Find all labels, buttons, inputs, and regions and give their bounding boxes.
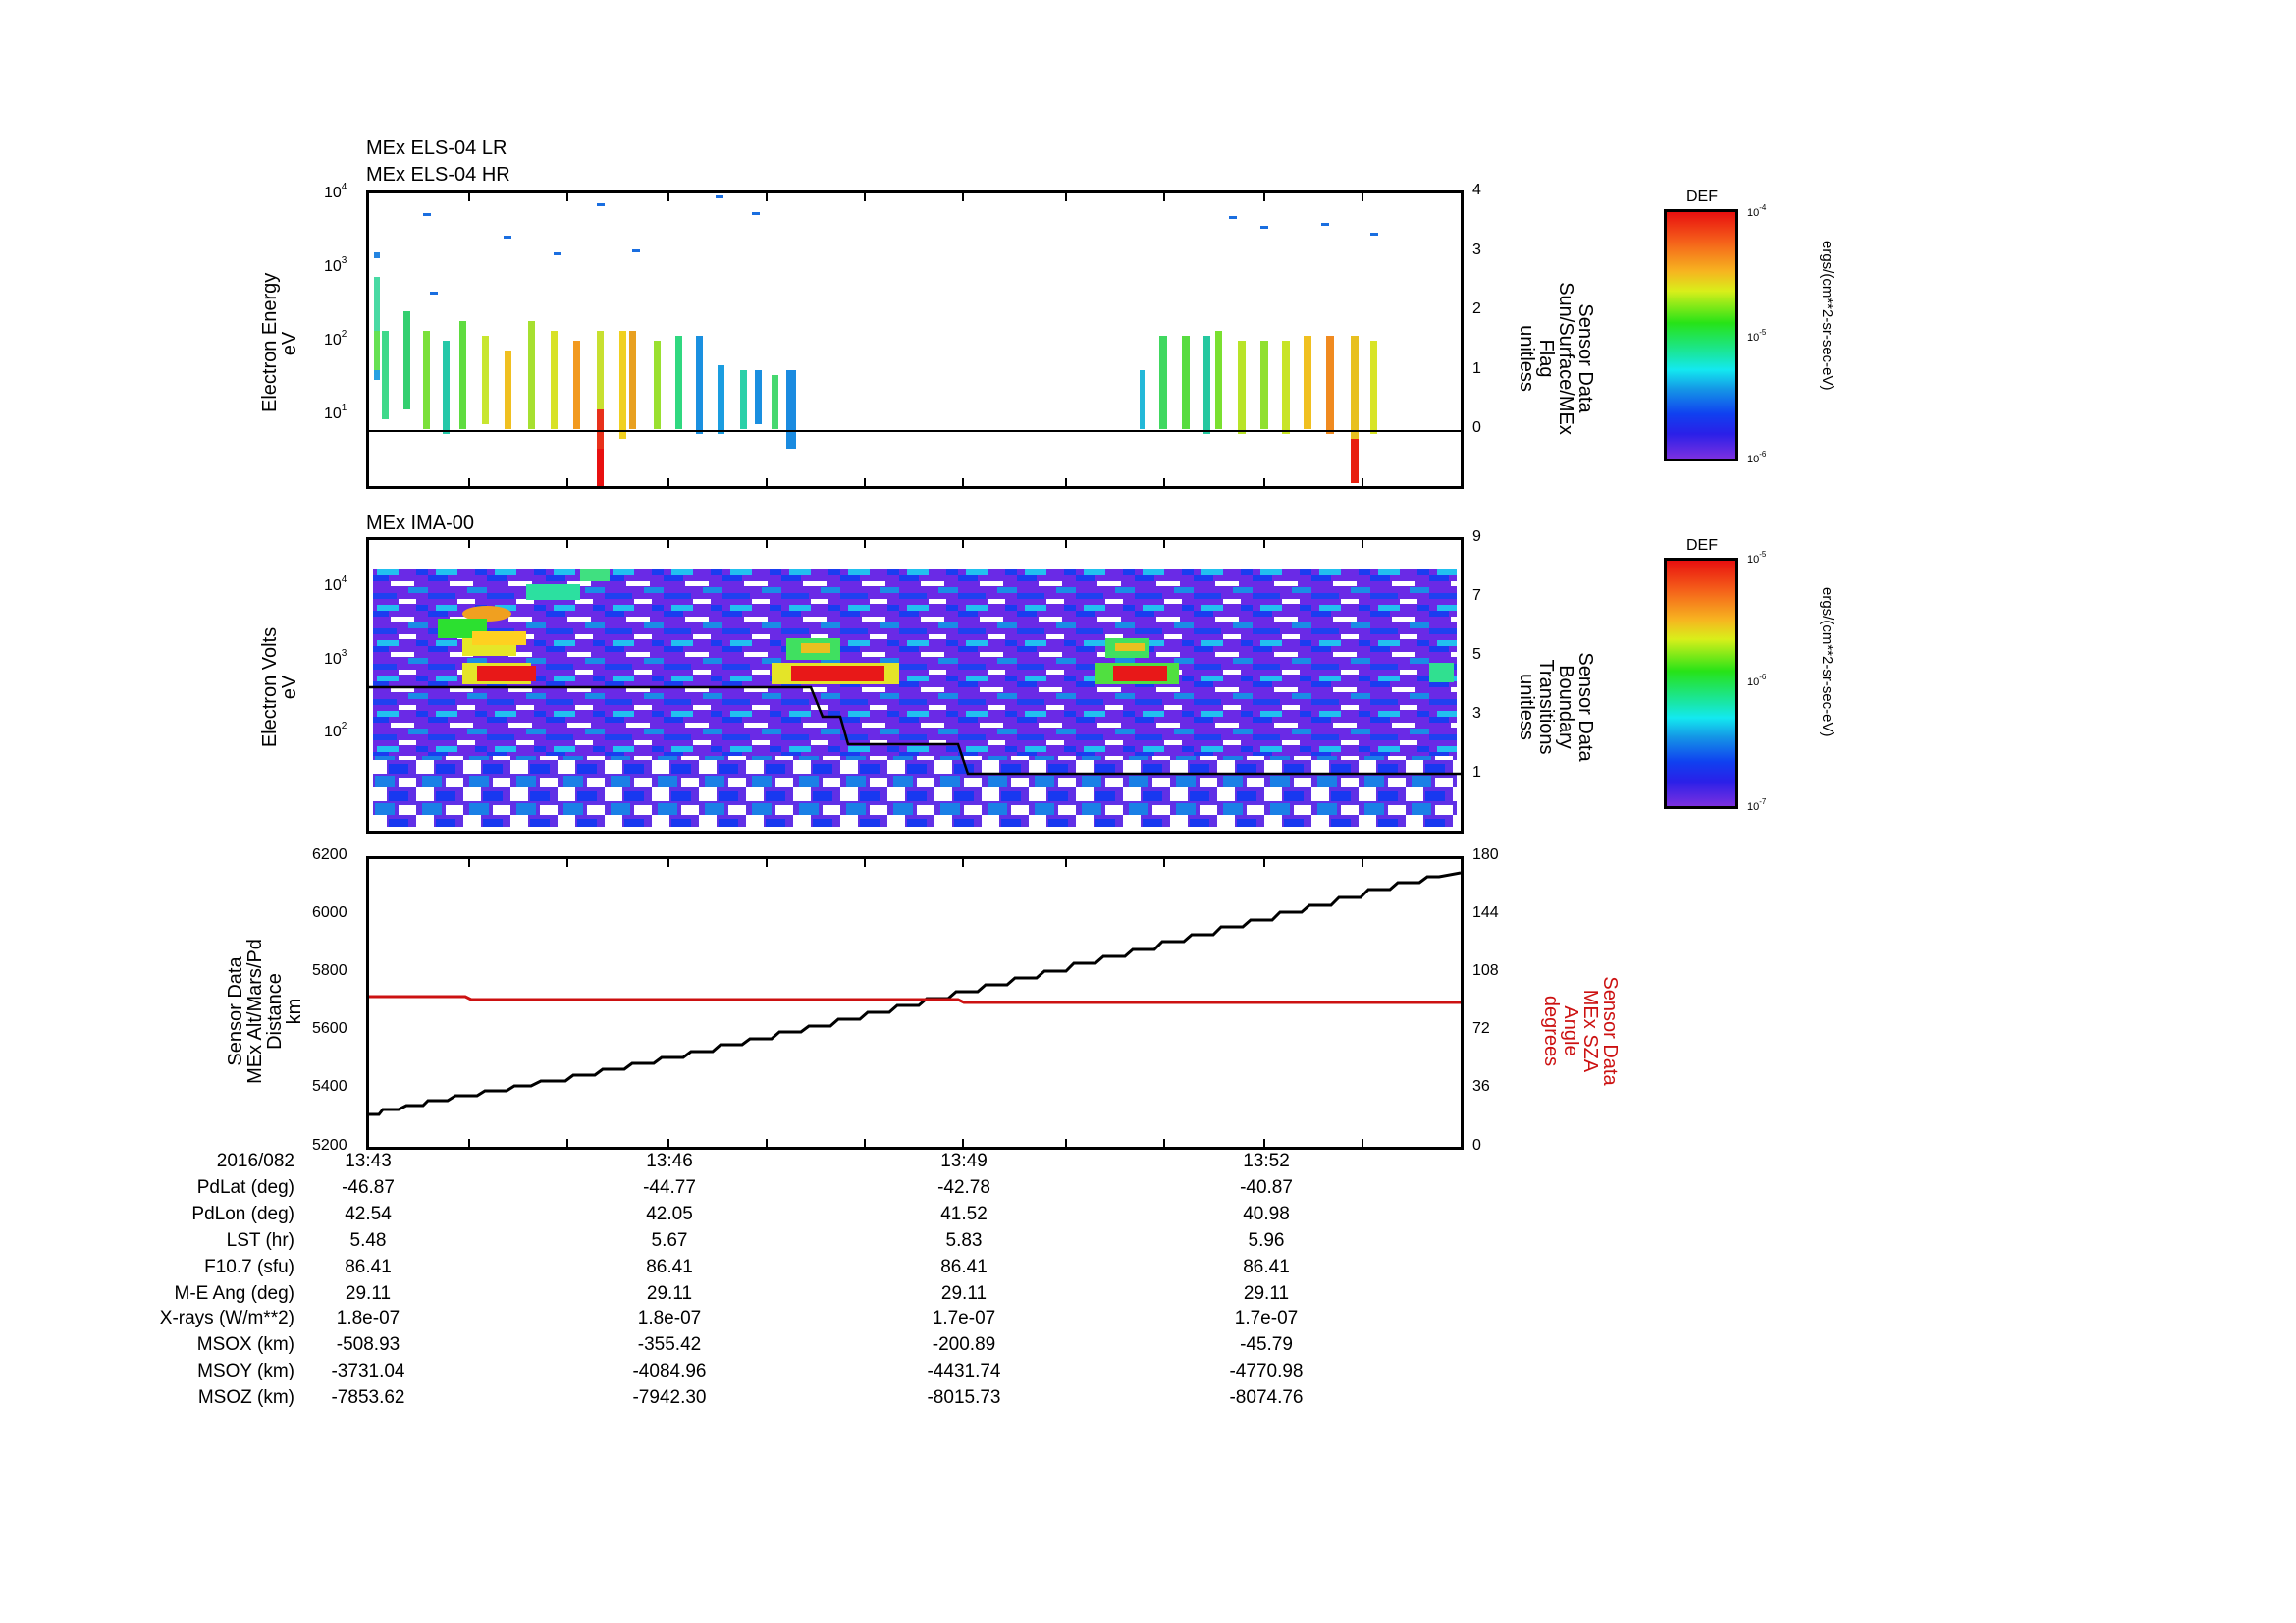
els-ytick-1e2: 102 bbox=[324, 329, 347, 349]
els-sparse-points bbox=[423, 195, 1378, 295]
ima-y2tick-5: 5 bbox=[1472, 646, 1481, 663]
ephemeris-table: 2016/082 13:43 13:46 13:49 13:52 PdLat (… bbox=[0, 1151, 1472, 1426]
els-ytick-1e4: 104 bbox=[324, 182, 347, 201]
els-y-label-line2: eV bbox=[279, 331, 300, 356]
els-y2tick-3: 3 bbox=[1472, 242, 1481, 258]
ima-y2tick-1: 1 bbox=[1472, 764, 1481, 781]
els-y2-axis-label: Sensor Data Sun/Surface/MEx Flag unitless bbox=[1516, 282, 1596, 435]
orbit-y2tick-0: 0 bbox=[1472, 1137, 1481, 1154]
time-label-2: 13:49 bbox=[940, 1151, 988, 1171]
orbit-line-plot bbox=[366, 856, 1464, 1150]
orbit-y2tick-180: 180 bbox=[1472, 846, 1499, 863]
orbit-y2-axis-label: Sensor Data MEx SZA Angle degrees bbox=[1540, 976, 1621, 1086]
orbit-y-axis-label: Sensor Data MEx Alt/Mars/Pd Distance km bbox=[225, 939, 305, 1084]
ima-y2-axis-label: Sensor Data Boundary Transitions unitless bbox=[1516, 652, 1596, 762]
ima-spectrogram-plot bbox=[366, 537, 1464, 834]
els-title-hr: MEx ELS-04 HR bbox=[366, 164, 510, 186]
ima-ytick-1e3: 103 bbox=[324, 648, 347, 668]
ima-colorbar-mid: 10-6 bbox=[1747, 673, 1767, 688]
els-spectrogram-data bbox=[369, 193, 1461, 486]
sza-line bbox=[369, 995, 1461, 1004]
ima-colorbar-title: DEF bbox=[1686, 537, 1718, 554]
els-colorbar bbox=[1664, 209, 1738, 461]
orbit-ytick-6200: 6200 bbox=[312, 846, 347, 863]
time-label-3: 13:52 bbox=[1243, 1151, 1290, 1171]
orbit-ytick-6000: 6000 bbox=[312, 904, 347, 921]
els-colorbar-max: 10-4 bbox=[1747, 203, 1767, 219]
orbit-line-data bbox=[369, 859, 1461, 1147]
els-data-columns bbox=[374, 252, 380, 380]
els-y2tick-4: 4 bbox=[1472, 182, 1481, 198]
ephemeris-date: 2016/082 bbox=[216, 1151, 294, 1171]
ima-ytick-1e4: 104 bbox=[324, 574, 347, 594]
ima-ytick-1e2: 102 bbox=[324, 721, 347, 740]
els-colorbar-title: DEF bbox=[1686, 189, 1718, 205]
orbit-y2tick-108: 108 bbox=[1472, 962, 1499, 979]
ima-colorbar-unit: ergs/(cm**2-sr-sec-eV) bbox=[1819, 587, 1836, 737]
ima-spectrogram-data bbox=[369, 540, 1461, 827]
orbit-ytick-5600: 5600 bbox=[312, 1020, 347, 1037]
altitude-line bbox=[369, 871, 1461, 1116]
ima-y2tick-3: 3 bbox=[1472, 705, 1481, 722]
ephemeris-time-row: 2016/082 13:43 13:46 13:49 13:52 bbox=[0, 1151, 1472, 1176]
orbit-y2tick-144: 144 bbox=[1472, 904, 1499, 921]
orbit-ytick-5400: 5400 bbox=[312, 1078, 347, 1095]
ima-y2tick-7: 7 bbox=[1472, 587, 1481, 604]
ima-y-axis-label: Electron Volts eV bbox=[259, 626, 300, 748]
time-label-1: 13:46 bbox=[646, 1151, 693, 1171]
time-label-0: 13:43 bbox=[345, 1151, 392, 1171]
orbit-y2tick-36: 36 bbox=[1472, 1078, 1490, 1095]
ima-y2tick-9: 9 bbox=[1472, 528, 1481, 545]
els-y2tick-1: 1 bbox=[1472, 360, 1481, 377]
els-ytick-1e3: 103 bbox=[324, 255, 347, 275]
orbit-ytick-5200: 5200 bbox=[312, 1137, 347, 1154]
ima-intense-patches bbox=[438, 569, 1454, 684]
els-colorbar-mid: 10-5 bbox=[1747, 328, 1767, 344]
orbit-ytick-5800: 5800 bbox=[312, 962, 347, 979]
els-colorbar-min: 10-6 bbox=[1747, 450, 1767, 465]
els-ytick-1e1: 101 bbox=[324, 403, 347, 422]
els-title-lr: MEx ELS-04 LR bbox=[366, 137, 507, 159]
ima-title: MEx IMA-00 bbox=[366, 513, 475, 534]
ima-colorbar-min: 10-7 bbox=[1747, 797, 1767, 813]
els-y-label-line1: Electron Energy bbox=[259, 272, 281, 412]
ima-colorbar bbox=[1664, 558, 1738, 809]
ima-boundary-line bbox=[369, 685, 1461, 776]
ima-colorbar-max: 10-5 bbox=[1747, 550, 1767, 566]
els-y2tick-0: 0 bbox=[1472, 419, 1481, 436]
orbit-y2tick-72: 72 bbox=[1472, 1020, 1490, 1037]
els-spectrogram-plot bbox=[366, 190, 1464, 489]
els-y2tick-2: 2 bbox=[1472, 300, 1481, 317]
els-colorbar-unit: ergs/(cm**2-sr-sec-eV) bbox=[1819, 241, 1836, 391]
els-y-axis-label: Electron Energy eV bbox=[259, 272, 300, 412]
